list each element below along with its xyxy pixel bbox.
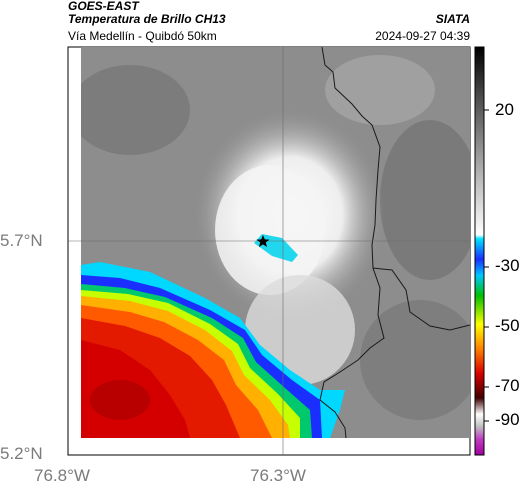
colorbar-label-neg70: -70 — [495, 376, 520, 395]
colorbar-label-20: 20 — [495, 100, 514, 119]
colorbar-ticks — [484, 109, 489, 422]
colorbar-label-neg50: -50 — [495, 316, 520, 335]
provider-label: SIATA — [435, 12, 470, 26]
satellite-name: GOES-EAST — [68, 0, 139, 13]
star-marker — [256, 235, 270, 247]
lon-label-76.8: 76.8°W — [34, 466, 90, 485]
gridlines — [68, 47, 470, 455]
colorbar — [474, 46, 485, 456]
lat-label-5.7: 5.7°N — [0, 231, 43, 250]
coastline — [319, 47, 470, 438]
colorbar-label-neg90: -90 — [495, 410, 520, 429]
colorbar-label-neg30: -30 — [495, 256, 520, 275]
product-title: Temperatura de Brillo CH13 — [68, 12, 226, 26]
location-subtitle: Vía Medellín - Quibdó 50km — [68, 29, 217, 43]
timestamp-label: 2024-09-27 04:39 — [375, 29, 470, 43]
lon-label-76.3: 76.3°W — [250, 466, 306, 485]
map-imagery — [81, 47, 470, 438]
lat-label-5.2: 5.2°N — [0, 444, 43, 463]
